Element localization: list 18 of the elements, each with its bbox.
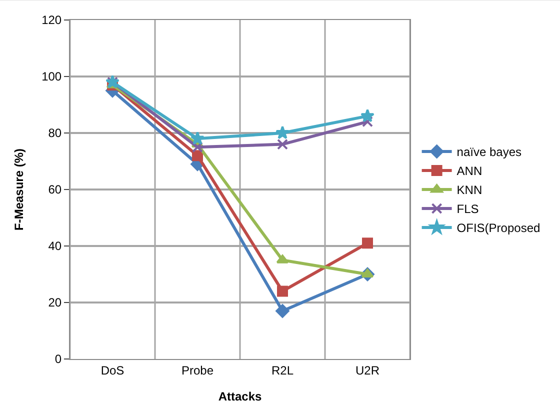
legend-label: KNN: [456, 183, 482, 198]
y-tick-label: 60: [48, 182, 62, 197]
y-axis-title: F-Measure (%): [12, 148, 26, 231]
x-tick-label: Probe: [181, 363, 214, 378]
legend-label: naïve bayes: [456, 145, 522, 160]
y-tick-label: 0: [54, 352, 62, 366]
legend-label: FLS: [456, 202, 479, 216]
y-tick-label: 120: [42, 13, 62, 28]
y-tick-label: 40: [48, 239, 62, 254]
y-tick-label: 20: [48, 296, 62, 310]
y-tick-label: 100: [42, 70, 62, 84]
x-tick-label: U2R: [355, 363, 380, 378]
x-axis-title: Attacks: [218, 389, 262, 404]
legend-label: ANN: [456, 164, 482, 178]
legend-label: OFIS(Proposed: [456, 221, 540, 236]
x-tick-label: R2L: [271, 363, 294, 378]
y-tick-label: 80: [48, 126, 62, 140]
x-tick-label: DoS: [100, 363, 124, 378]
